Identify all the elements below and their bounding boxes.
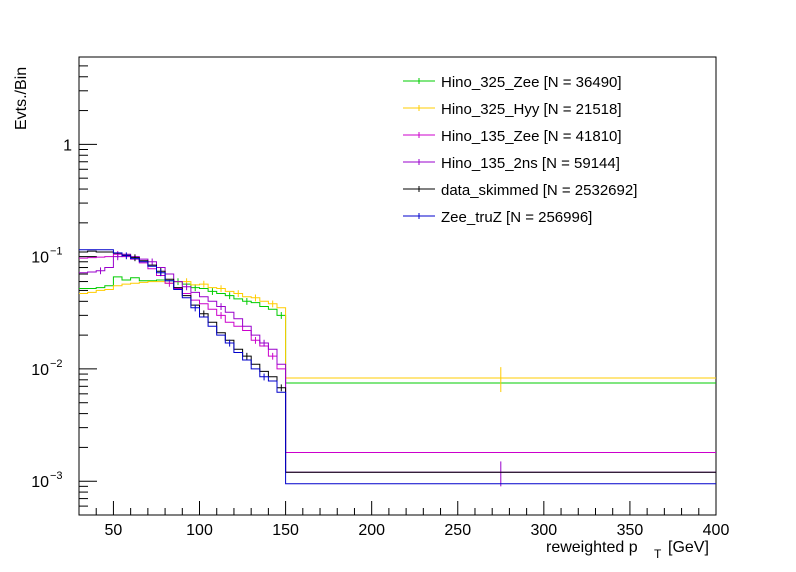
x-tick-label: 400 [703,522,730,539]
series-line [79,276,716,384]
legend: Hino_325_Zee [N = 36490] Hino_325_Hyy [N … [403,74,637,226]
y-tick-label-base: 10 [31,362,49,379]
y-tick-label-exponent: −2 [50,358,63,370]
x-axis-label: reweighted p [546,539,638,556]
x-tick-label: 200 [358,522,385,539]
x-tick-label: 250 [444,522,471,539]
legend-label: Hino_325_Zee [N = 36490] [441,74,622,91]
x-tick-label: 300 [530,522,557,539]
y-tick-label-base: 10 [31,474,49,491]
y-tick-label: 1 [63,137,72,154]
x-axis-label-unit: [GeV] [668,539,709,556]
x-tick-label: 350 [617,522,644,539]
y-axis: 10 −310 −210 −11 [31,56,97,516]
y-axis-label: Evts./Bin [13,67,30,130]
series-line [79,253,716,453]
plot-frame [78,56,717,516]
y-tick-label-exponent: −1 [50,246,63,258]
series-line [79,250,716,473]
x-tick-label: 100 [186,522,213,539]
series-line [79,249,716,485]
x-tick-label: 150 [272,522,299,539]
legend-label: Hino_325_Hyy [N = 21518] [441,101,622,118]
series-line [79,253,716,473]
y-tick-label-base: 10 [31,250,49,267]
x-axis: 50 100 150 200 250 300 350 400 [78,501,730,539]
legend-label: data_skimmed [N = 2532692] [441,182,637,199]
series-layer [79,249,716,487]
x-axis-label-subscript: T [654,547,662,561]
x-tick-label: 50 [105,522,123,539]
legend-label: Zee_truZ [N = 256996] [441,209,592,226]
y-tick-label-exponent: −3 [50,470,63,482]
legend-label: Hino_135_Zee [N = 41810] [441,128,622,145]
series-line [79,281,716,379]
legend-label: Hino_135_2ns [N = 59144] [441,155,620,172]
